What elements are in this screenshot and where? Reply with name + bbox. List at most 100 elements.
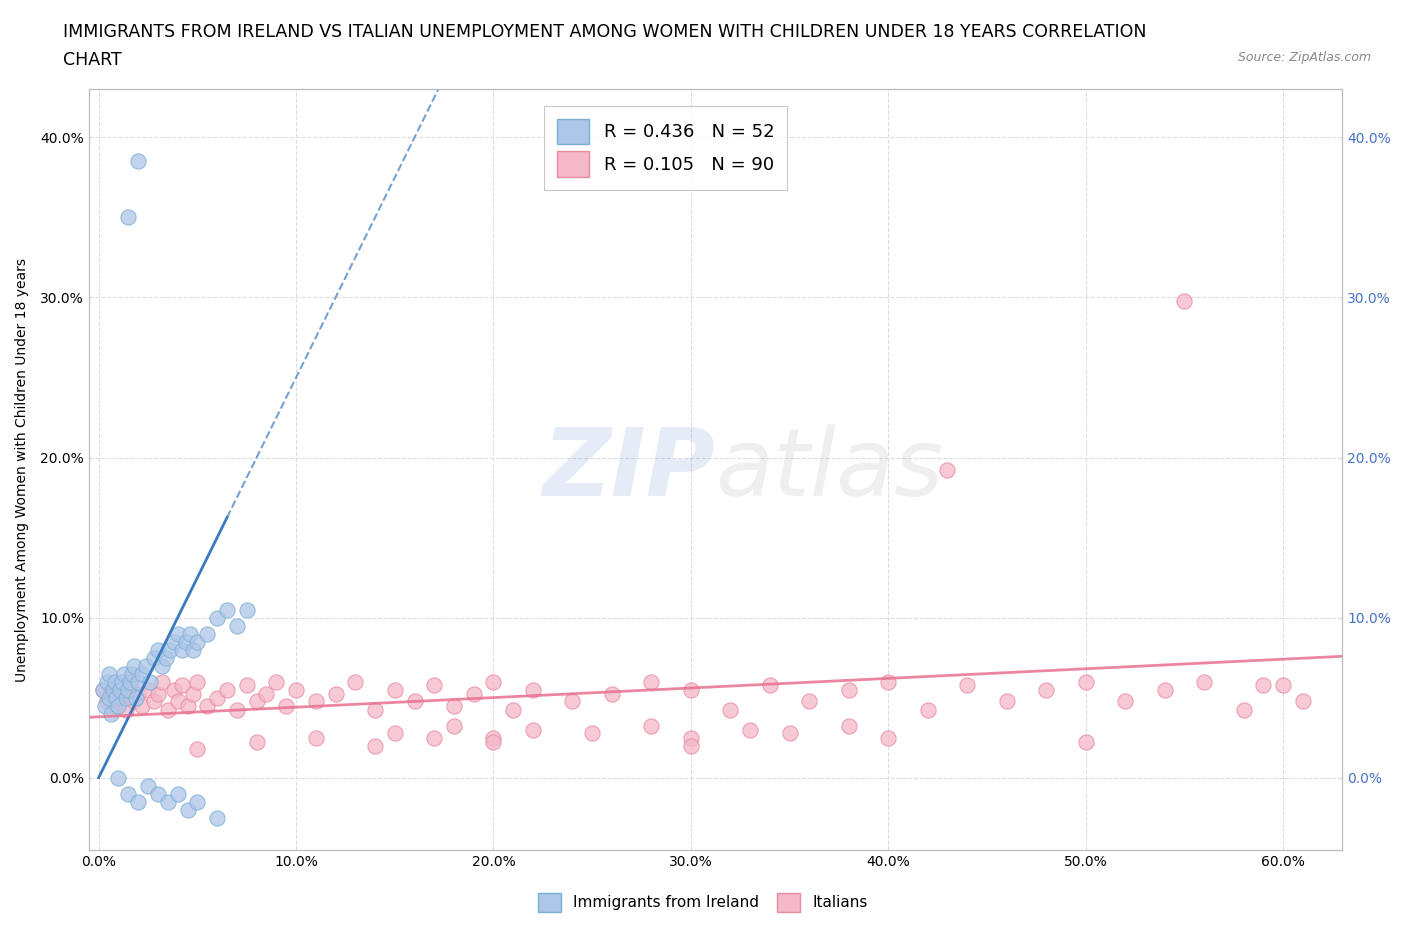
Point [404, 694, 426, 709]
Point [1173, 293, 1195, 308]
Point [1074, 674, 1097, 689]
Point [120, 674, 142, 689]
Text: Source: ZipAtlas.com: Source: ZipAtlas.com [1237, 51, 1371, 64]
Point [305, 694, 328, 709]
Point [127, 154, 149, 169]
Point [100, 706, 122, 721]
Point [122, 694, 145, 709]
Point [111, 674, 134, 689]
Point [679, 738, 702, 753]
Point [97, 666, 120, 681]
Point [115, 690, 138, 705]
Point [759, 677, 782, 692]
Point [195, 626, 218, 641]
Point [956, 677, 979, 692]
Y-axis label: Unemployment Among Women with Children Under 18 years: Unemployment Among Women with Children U… [15, 258, 30, 682]
Point [155, 650, 177, 665]
Point [131, 666, 153, 681]
Point [107, 690, 129, 705]
Point [125, 690, 148, 705]
Point [107, 698, 129, 713]
Point [150, 674, 173, 689]
Point [225, 703, 247, 718]
Point [117, 786, 139, 801]
Point [176, 803, 198, 817]
Point [111, 682, 134, 697]
Point [143, 650, 166, 665]
Point [877, 730, 900, 745]
Point [225, 618, 247, 633]
Point [502, 703, 524, 718]
Point [877, 674, 900, 689]
Point [93, 698, 115, 713]
Point [136, 778, 159, 793]
Point [640, 674, 662, 689]
Text: IMMIGRANTS FROM IRELAND VS ITALIAN UNEMPLOYMENT AMONG WOMEN WITH CHILDREN UNDER : IMMIGRANTS FROM IRELAND VS ITALIAN UNEMP… [63, 23, 1147, 41]
Point [1153, 682, 1175, 697]
Point [127, 674, 149, 689]
Legend: Immigrants from Ireland, Italians: Immigrants from Ireland, Italians [531, 887, 875, 918]
Point [1232, 703, 1254, 718]
Point [186, 634, 208, 649]
Point [146, 642, 169, 657]
Point [1272, 677, 1295, 692]
Point [107, 770, 129, 785]
Point [640, 719, 662, 734]
Point [679, 730, 702, 745]
Point [443, 719, 465, 734]
Point [679, 682, 702, 697]
Point [276, 698, 298, 713]
Point [561, 694, 583, 709]
Point [1253, 677, 1275, 692]
Point [600, 687, 623, 702]
Point [463, 687, 485, 702]
Point [186, 794, 208, 809]
Point [179, 626, 201, 641]
Point [170, 642, 193, 657]
Point [166, 786, 188, 801]
Point [186, 674, 208, 689]
Point [1074, 735, 1097, 750]
Point [127, 687, 149, 702]
Point [384, 682, 406, 697]
Point [101, 682, 124, 697]
Point [917, 703, 939, 718]
Point [1035, 682, 1057, 697]
Point [266, 674, 288, 689]
Legend: R = 0.436   N = 52, R = 0.105   N = 90: R = 0.436 N = 52, R = 0.105 N = 90 [544, 106, 787, 190]
Point [246, 735, 269, 750]
Point [344, 674, 367, 689]
Text: CHART: CHART [63, 51, 122, 69]
Point [139, 674, 162, 689]
Point [482, 730, 505, 745]
Point [443, 698, 465, 713]
Text: atlas: atlas [716, 424, 943, 515]
Point [183, 687, 205, 702]
Point [105, 690, 128, 705]
Point [131, 698, 153, 713]
Point [96, 694, 118, 709]
Point [186, 741, 208, 756]
Point [215, 602, 238, 617]
Point [100, 687, 122, 702]
Point [166, 694, 188, 709]
Point [136, 682, 159, 697]
Point [103, 674, 125, 689]
Point [121, 666, 143, 681]
Point [205, 690, 228, 705]
Point [112, 666, 135, 681]
Point [522, 682, 544, 697]
Point [127, 794, 149, 809]
Point [174, 634, 197, 649]
Point [166, 626, 188, 641]
Point [96, 674, 118, 689]
Point [246, 694, 269, 709]
Point [159, 642, 181, 657]
Point [195, 698, 218, 713]
Point [779, 725, 801, 740]
Point [117, 682, 139, 697]
Point [482, 735, 505, 750]
Point [176, 698, 198, 713]
Point [482, 674, 505, 689]
Point [1114, 694, 1136, 709]
